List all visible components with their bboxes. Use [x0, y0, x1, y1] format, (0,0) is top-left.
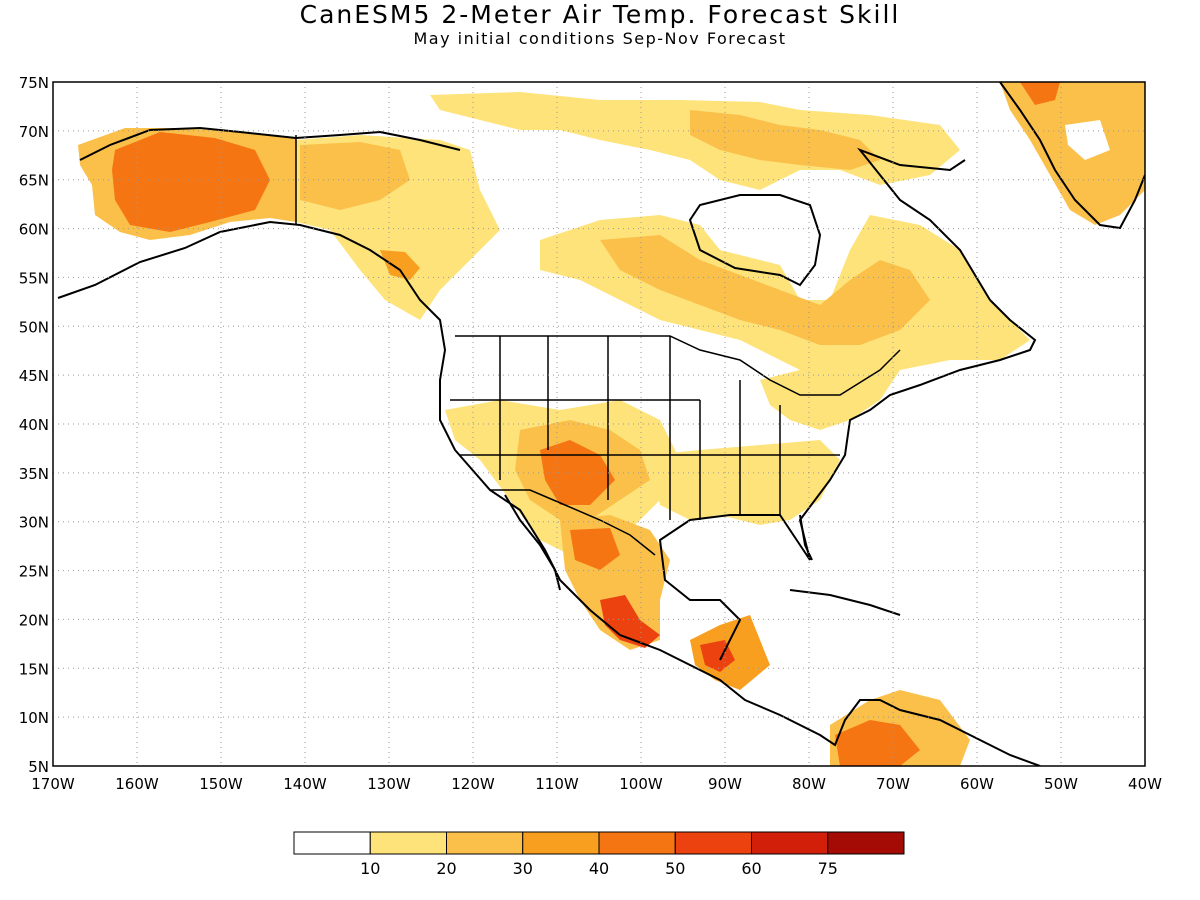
coast-florida: [799, 514, 813, 561]
lat-tick-label: 55N: [19, 269, 49, 287]
lat-tick-label: 50N: [19, 318, 49, 336]
lon-tick-label: 160W: [115, 775, 159, 793]
colorbar-label: 75: [818, 859, 838, 878]
coastlines: [57, 82, 1145, 766]
colorbar-label: 20: [436, 859, 456, 878]
colorbar-swatch: [446, 831, 524, 855]
coast-hudson: [688, 194, 822, 287]
map-subtitle: May initial conditions Sep-Nov Forecast: [413, 29, 787, 48]
colorbar-labels: 10 20 30 40 50 60 75: [360, 859, 838, 878]
lon-tick-label: 110W: [535, 775, 579, 793]
gridlines: [53, 82, 1145, 766]
skill-shading: [78, 82, 1145, 766]
shade-bc: [380, 250, 420, 280]
lon-tick-label: 40W: [1128, 775, 1162, 793]
shade-mexico-south: [600, 595, 660, 648]
colorbar: [293, 831, 905, 855]
lon-tick-label: 50W: [1044, 775, 1078, 793]
coast-greenland: [999, 82, 1145, 230]
colorbar-swatch: [522, 831, 600, 855]
lon-axis-labels: 170W 160W 150W 140W 130W 120W 110W 100W 90W 80W 70…: [31, 775, 1162, 793]
shade-southeast: [650, 440, 840, 525]
lon-tick-label: 130W: [367, 775, 411, 793]
colorbar-swatch: [293, 831, 371, 855]
coast-north-america: [57, 220, 1041, 766]
lat-tick-label: 30N: [19, 514, 49, 532]
border-us-canada: [455, 335, 901, 396]
lat-tick-label: 45N: [19, 367, 49, 385]
shade-northeast: [760, 355, 900, 430]
shade-greenland-light: [1065, 120, 1110, 160]
lon-tick-label: 80W: [792, 775, 826, 793]
coast-alaska-north: [79, 126, 461, 161]
shade-greenland: [1000, 82, 1145, 225]
lon-tick-label: 120W: [451, 775, 495, 793]
shade-canada-east-mid: [600, 235, 930, 345]
plot-frame: [52, 81, 1146, 767]
border-us-mexico: [490, 489, 656, 556]
lat-tick-label: 10N: [19, 709, 49, 727]
map-title: CanESM5 2-Meter Air Temp. Forecast Skill: [299, 0, 901, 29]
colorbar-swatch: [751, 831, 829, 855]
lon-tick-label: 140W: [283, 775, 327, 793]
colorbar-label: 50: [665, 859, 685, 878]
coast-cuba: [789, 589, 901, 616]
coast-baja: [504, 494, 561, 591]
shade-mexico-core: [570, 528, 620, 570]
coast-labrador: [856, 147, 991, 301]
lat-tick-label: 40N: [19, 416, 49, 434]
lat-tick-label: 75N: [19, 74, 49, 92]
lon-tick-label: 70W: [876, 775, 910, 793]
colorbar-swatch: [598, 831, 676, 855]
lon-tick-label: 100W: [619, 775, 663, 793]
lat-tick-label: 60N: [19, 221, 49, 239]
shade-south-america-core: [835, 720, 920, 766]
lon-tick-label: 90W: [708, 775, 742, 793]
lon-tick-label: 170W: [31, 775, 75, 793]
lat-tick-label: 65N: [19, 172, 49, 190]
lon-tick-label: 60W: [960, 775, 994, 793]
colorbar-swatch: [674, 831, 752, 855]
colorbar-label: 10: [360, 859, 380, 878]
colorbar-label: 30: [513, 859, 533, 878]
shade-greenland-core: [1020, 82, 1060, 105]
lat-tick-label: 25N: [19, 563, 49, 581]
lat-axis-labels: 75N 70N 65N 60N 55N 50N 45N 40N 35N 30N 25N 20N 15N 1…: [19, 74, 49, 776]
shade-arctic-mid: [690, 110, 880, 170]
political-borders: [295, 135, 901, 556]
colorbar-label: 60: [741, 859, 761, 878]
lat-tick-label: 70N: [19, 123, 49, 141]
colorbar-swatch: [369, 831, 447, 855]
colorbar-label: 40: [589, 859, 609, 878]
lon-tick-label: 150W: [199, 775, 243, 793]
lat-tick-label: 15N: [19, 660, 49, 678]
shade-alaska-core: [112, 132, 270, 232]
shade-yukon-mid: [300, 142, 410, 210]
shade-southwest-core: [540, 440, 615, 505]
colorbar-swatch: [827, 831, 905, 855]
lat-tick-label: 20N: [19, 611, 49, 629]
lat-tick-label: 35N: [19, 465, 49, 483]
coast-gulf: [658, 299, 1037, 661]
lat-tick-label: 5N: [28, 758, 49, 776]
